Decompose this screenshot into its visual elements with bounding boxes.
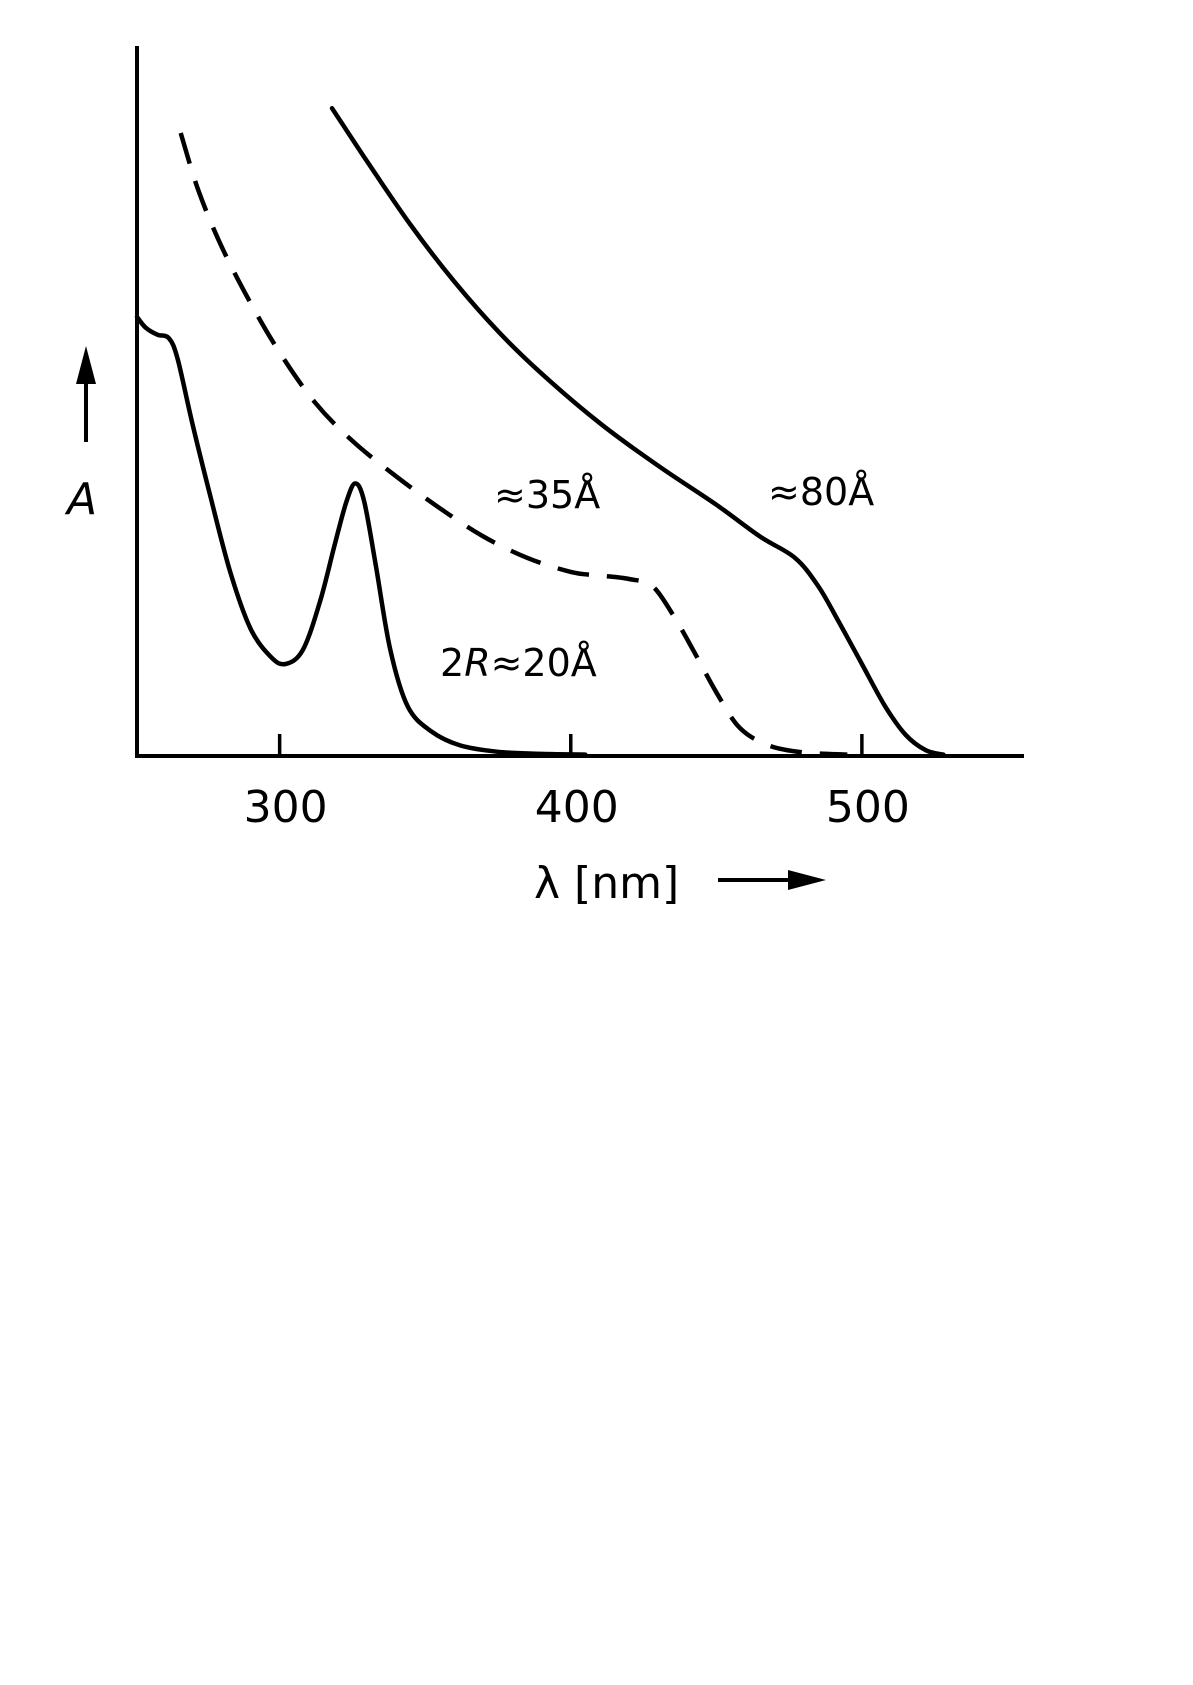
annotation-2r-suffix: ≈20Å [491,641,597,685]
series-line-2r-20a [134,314,588,757]
annotation-80a: ≈80Å [768,470,874,514]
x-axis-label: λ [nm] [534,858,679,909]
annotation-2r-italic: R [464,641,490,685]
y-axis-arrowhead-icon [76,346,96,384]
annotation-2r-20a: 2R≈20Å [440,641,597,685]
annotation-35a: ≈35Å [494,473,600,517]
x-tick-labels: 300 400 500 [244,782,910,833]
annotation-2r-prefix: 2 [440,641,464,685]
x-tick-label-300: 300 [244,782,328,833]
x-axis-label-group: λ [nm] [534,858,826,909]
x-tick-label-500: 500 [826,782,910,833]
y-axis-label: A [64,474,97,525]
y-axis-label-group: A [64,346,97,525]
x-tick-label-400: 400 [535,782,619,833]
series-line-80a [329,105,946,757]
x-axis-arrowhead-icon [788,870,826,890]
series-line-35a [178,132,848,757]
